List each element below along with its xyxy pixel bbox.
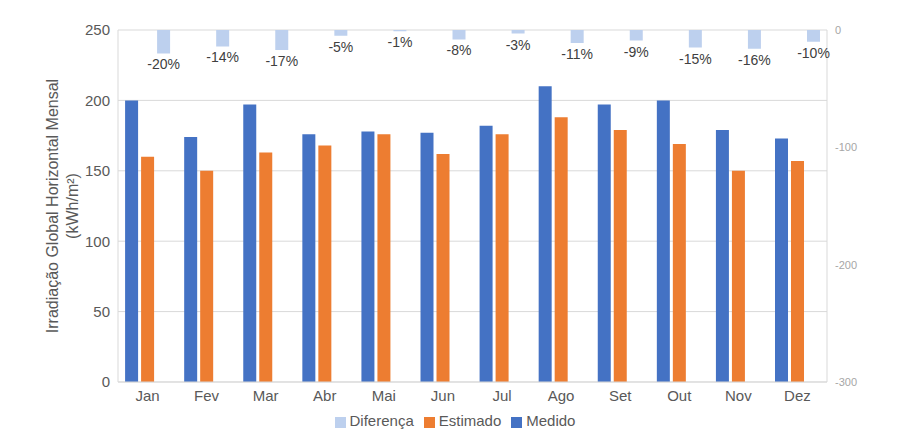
- svg-text:-5%: -5%: [328, 39, 353, 55]
- svg-text:250: 250: [85, 21, 110, 38]
- svg-text:-14%: -14%: [206, 49, 239, 65]
- svg-text:0: 0: [102, 373, 110, 390]
- svg-text:Fev: Fev: [194, 387, 220, 404]
- svg-text:-3%: -3%: [506, 37, 531, 53]
- svg-text:150: 150: [85, 162, 110, 179]
- svg-text:-9%: -9%: [624, 44, 649, 60]
- html-text:Estimado: Estimado: [438, 412, 502, 429]
- svg-text:100: 100: [85, 233, 110, 250]
- svg-text:50: 50: [93, 303, 110, 320]
- svg-text:-200: -200: [835, 259, 857, 271]
- html-text:Medido: Medido: [526, 412, 576, 429]
- svg-text:Abr: Abr: [313, 387, 336, 404]
- svg-text:-10%: -10%: [797, 45, 830, 61]
- svg-text:-8%: -8%: [447, 42, 472, 58]
- svg-text:Ago: Ago: [548, 387, 575, 404]
- svg-text:Jun: Jun: [431, 387, 455, 404]
- svg-text:Nov: Nov: [725, 387, 752, 404]
- svg-text:-15%: -15%: [679, 51, 712, 67]
- svg-text:-16%: -16%: [738, 52, 771, 68]
- svg-text:Mar: Mar: [253, 387, 279, 404]
- svg-text:Dez: Dez: [784, 387, 811, 404]
- svg-text:Mai: Mai: [372, 387, 396, 404]
- svg-text:-100: -100: [835, 141, 857, 153]
- svg-text:Out: Out: [667, 387, 692, 404]
- svg-text:200: 200: [85, 92, 110, 109]
- svg-text:Jan: Jan: [135, 387, 159, 404]
- svg-text:Set: Set: [609, 387, 632, 404]
- svg-text:Jul: Jul: [492, 387, 511, 404]
- svg-text:-17%: -17%: [265, 53, 298, 69]
- svg-text:Irradiação Global Horizontal M: Irradiação Global Horizontal Mensal(kWh/…: [44, 79, 80, 333]
- svg-text:-11%: -11%: [561, 46, 593, 62]
- svg-text:0: 0: [835, 24, 841, 36]
- svg-text:-20%: -20%: [147, 56, 180, 72]
- svg-text:-1%: -1%: [387, 34, 412, 50]
- svg-text:-300: -300: [835, 376, 857, 388]
- html-text:Diferença: Diferença: [349, 412, 414, 429]
